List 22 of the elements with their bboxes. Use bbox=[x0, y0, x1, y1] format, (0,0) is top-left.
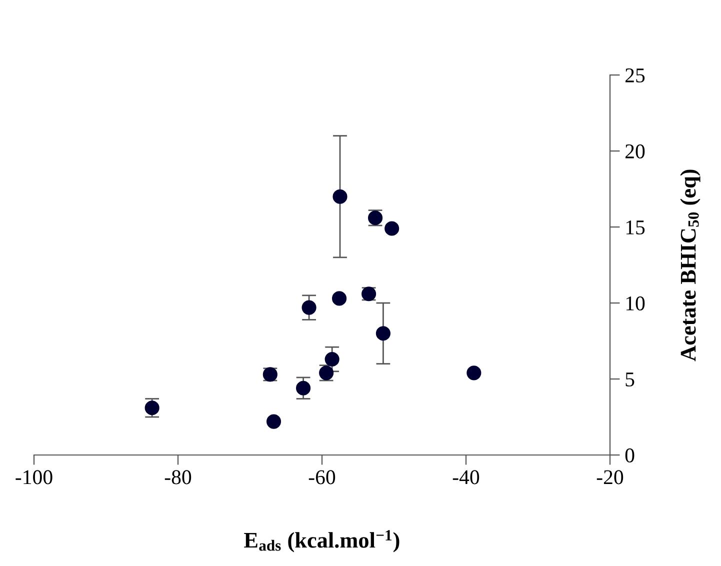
point bbox=[332, 189, 348, 204]
y-tick-label: 20 bbox=[626, 144, 645, 158]
x-tick-label: -60 bbox=[308, 470, 336, 484]
y-tick-label: 5 bbox=[626, 372, 634, 386]
x-axis-title: E$_{ads}$ (kcal.mol$^{−1}$) bbox=[244, 530, 400, 552]
point bbox=[324, 352, 340, 367]
x-tick-label: -80 bbox=[164, 470, 192, 484]
point bbox=[332, 291, 347, 306]
point bbox=[266, 414, 282, 429]
point bbox=[376, 326, 390, 341]
point bbox=[466, 366, 482, 380]
y-tick-label: 0 bbox=[625, 448, 634, 462]
x-tick-label: -20 bbox=[596, 470, 624, 484]
y-tick-label: 15 bbox=[626, 220, 645, 234]
x-tick-label: -100 bbox=[16, 470, 52, 484]
y-tick-label: 25 bbox=[626, 68, 645, 82]
point bbox=[302, 300, 316, 315]
point bbox=[384, 221, 400, 236]
point bbox=[296, 380, 311, 396]
y-tick-label: 10 bbox=[626, 296, 645, 310]
y-axis-title: Acetate BHIC$_{50}$ (eq) bbox=[680, 170, 700, 362]
x-tick-label: -40 bbox=[452, 470, 480, 484]
